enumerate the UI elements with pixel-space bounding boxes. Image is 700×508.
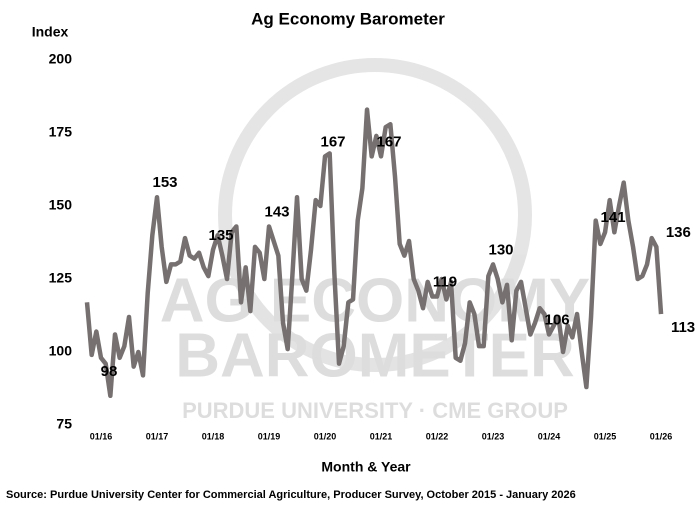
- data-label: 143: [264, 203, 289, 220]
- data-label: 106: [545, 311, 570, 328]
- data-label: 98: [101, 363, 118, 380]
- chart-title: Ag Economy Barometer: [251, 9, 445, 28]
- x-tick-label: 01/18: [202, 431, 225, 441]
- y-tick-label: 100: [49, 343, 73, 359]
- x-tick-label: 01/21: [370, 431, 393, 441]
- data-label: 135: [208, 227, 233, 244]
- series-line: [84, 107, 664, 399]
- watermark-gauge: [218, 58, 532, 372]
- x-tick-label: 01/17: [146, 431, 169, 441]
- y-tick-label: 175: [49, 124, 73, 140]
- source-note: Source: Purdue University Center for Com…: [6, 489, 576, 501]
- watermark-text: BAROMETER: [175, 321, 575, 390]
- y-tick-label: 200: [49, 51, 73, 67]
- watermark-text: AG ECONOMY: [160, 266, 591, 335]
- y-tick-label: 125: [49, 270, 73, 286]
- y-tick-label: 150: [49, 197, 73, 213]
- x-tick-label: 01/22: [426, 431, 449, 441]
- data-label: 130: [489, 241, 514, 258]
- data-label: 141: [601, 209, 626, 226]
- data-label: 167: [377, 133, 402, 150]
- x-tick-label: 01/16: [90, 431, 113, 441]
- x-tick-label: 01/24: [538, 431, 561, 441]
- x-tick-label: 01/19: [258, 431, 281, 441]
- data-label: 167: [321, 133, 346, 150]
- y-axis-title: Index: [32, 24, 69, 40]
- data-label: 153: [152, 174, 177, 191]
- data-label: 119: [433, 273, 457, 290]
- x-tick-label: 01/20: [314, 431, 337, 441]
- data-label: 113: [671, 319, 695, 336]
- x-tick-label: 01/26: [650, 431, 673, 441]
- x-axis-title: Month & Year: [321, 459, 411, 475]
- data-label: 136: [666, 224, 691, 241]
- watermark-text: PURDUE UNIVERSITY · CME GROUP: [182, 398, 568, 423]
- y-tick-label: 75: [56, 416, 72, 432]
- watermark: AG ECONOMY BAROMETER PURDUE UNIVERSITY ·…: [160, 58, 591, 423]
- x-tick-label: 01/25: [594, 431, 617, 441]
- x-tick-label: 01/23: [482, 431, 505, 441]
